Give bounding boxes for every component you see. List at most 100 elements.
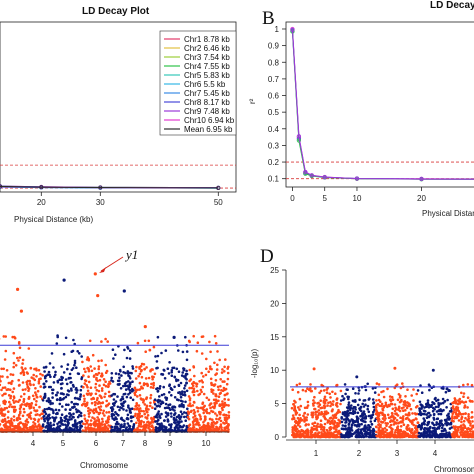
snp-point	[460, 400, 464, 404]
snp-point	[203, 424, 206, 427]
snp-point	[184, 400, 187, 404]
snp-point	[12, 365, 15, 369]
snp-point	[38, 413, 42, 417]
snp-point	[13, 405, 17, 409]
snp-point	[395, 419, 399, 422]
snp-point	[224, 387, 228, 391]
snp-point	[376, 413, 379, 417]
snp-point	[32, 421, 35, 424]
snp-point	[93, 423, 96, 427]
snp-point	[34, 413, 38, 417]
snp-point	[191, 404, 195, 407]
snp-point	[335, 401, 339, 405]
y-tick-label: 0.9	[268, 42, 280, 51]
snp-point	[187, 412, 190, 416]
snp-point	[372, 410, 375, 414]
snp-point	[190, 386, 194, 390]
snp-point	[9, 388, 12, 392]
snp-point	[95, 376, 98, 380]
snp-point	[391, 407, 395, 411]
snp-point	[466, 427, 469, 431]
snp-point	[198, 392, 202, 396]
snp-point	[2, 424, 6, 427]
snp-point	[470, 416, 473, 419]
snp-point	[17, 400, 20, 404]
snp-point	[212, 398, 216, 402]
snp-point	[402, 423, 406, 427]
snp-point	[138, 410, 141, 413]
snp-point	[54, 370, 57, 374]
snp-point	[445, 406, 448, 409]
snp-point	[61, 405, 64, 408]
snp-point	[355, 419, 359, 422]
snp-point	[193, 414, 197, 418]
snp-point	[47, 398, 50, 402]
snp-point	[433, 408, 436, 411]
snp-point	[390, 411, 394, 415]
snp-point	[210, 409, 213, 413]
snp-point	[293, 407, 297, 410]
snp-point	[220, 389, 223, 392]
snp-point	[351, 407, 355, 410]
snp-point	[347, 403, 350, 407]
snp-point	[362, 405, 366, 408]
snp-point	[35, 409, 39, 412]
snp-point	[22, 407, 26, 411]
snp-point	[310, 411, 314, 415]
snp-point	[41, 399, 45, 402]
snp-point	[208, 411, 211, 415]
snp-point	[467, 427, 471, 431]
snp-point	[3, 407, 7, 410]
snp-point	[106, 420, 110, 424]
snp-point	[30, 402, 34, 405]
snp-point	[455, 431, 459, 434]
snp-point	[388, 404, 391, 408]
snp-point	[103, 395, 106, 399]
snp-point	[188, 397, 192, 400]
snp-point	[291, 428, 295, 432]
snp-point	[68, 412, 71, 415]
snp-point	[52, 381, 56, 384]
snp-point	[65, 403, 68, 407]
snp-point	[88, 339, 92, 343]
snp-point	[59, 416, 63, 420]
snp-point	[93, 367, 96, 370]
snp-point	[466, 430, 470, 434]
snp-point	[435, 435, 438, 438]
snp-point	[45, 380, 48, 383]
snp-point	[313, 407, 317, 411]
snp-point	[111, 417, 114, 420]
snp-point	[464, 416, 467, 420]
snp-point	[60, 413, 64, 417]
snp-point	[105, 404, 108, 408]
snp-point	[17, 422, 20, 426]
snp-point	[128, 377, 132, 380]
snp-point	[122, 384, 125, 388]
snp-point	[451, 415, 454, 418]
snp-point	[70, 400, 73, 404]
snp-point	[78, 430, 82, 433]
snp-point	[135, 407, 138, 411]
snp-point	[369, 420, 373, 423]
snp-point	[438, 421, 442, 425]
snp-point	[341, 412, 345, 416]
snp-point	[452, 420, 455, 423]
snp-point	[195, 418, 198, 421]
snp-point	[407, 402, 411, 405]
snp-point	[156, 335, 160, 339]
snp-point	[0, 410, 3, 414]
snp-point	[226, 392, 229, 395]
snp-point	[377, 429, 381, 432]
snp-point	[18, 427, 22, 431]
snp-point	[354, 408, 357, 411]
snp-point	[130, 387, 134, 391]
snp-point	[64, 378, 68, 381]
snp-point	[320, 431, 323, 434]
snp-point	[145, 405, 149, 408]
snp-point	[297, 406, 300, 409]
snp-point	[429, 405, 433, 409]
snp-point	[37, 423, 41, 426]
snp-point	[209, 350, 212, 354]
snp-point	[301, 388, 305, 392]
snp-point	[188, 340, 191, 344]
